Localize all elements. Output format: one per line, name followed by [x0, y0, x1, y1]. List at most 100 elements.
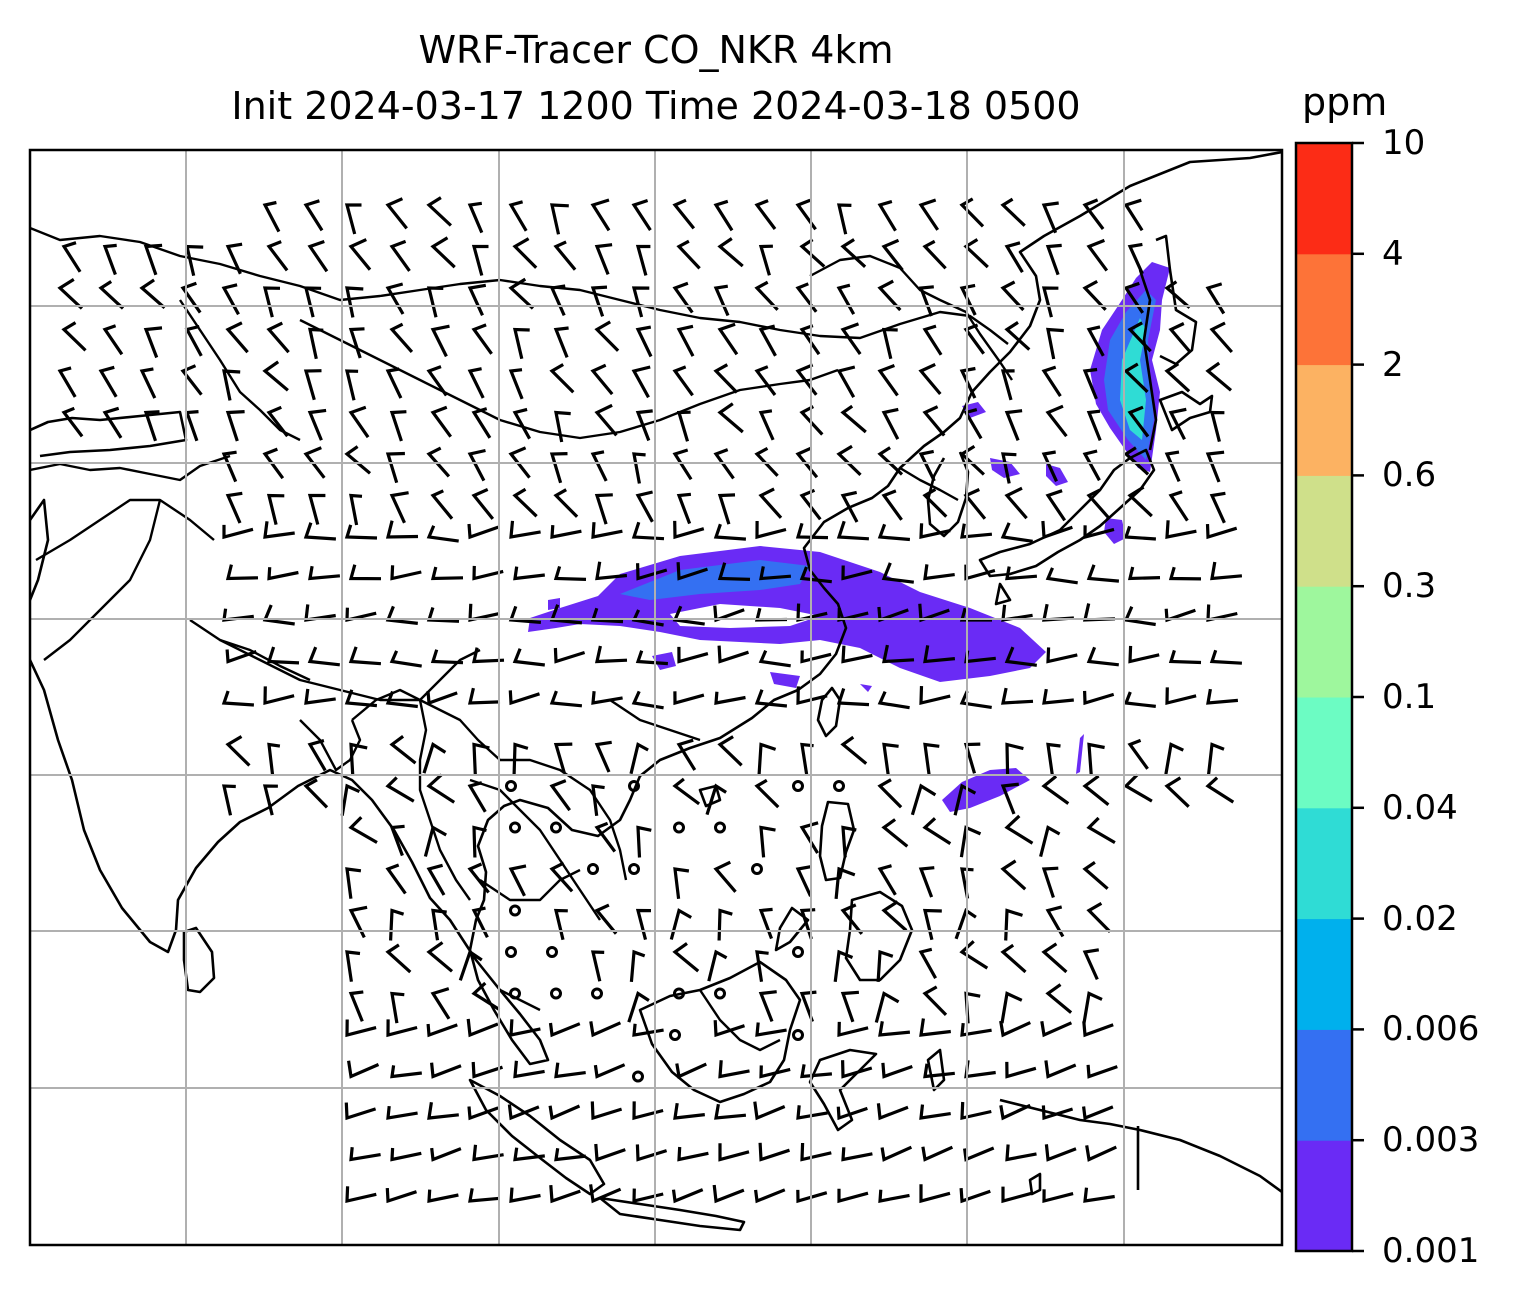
- wind-barb: [1041, 286, 1059, 318]
- wind-barb: [553, 647, 586, 664]
- wind-barb: [348, 905, 368, 939]
- wind-barb: [102, 324, 124, 356]
- wind-barb: [960, 1101, 992, 1121]
- wind-barb: [758, 244, 773, 276]
- wind-barb: [635, 650, 669, 666]
- wind-barb: [837, 1021, 869, 1038]
- colorbar-tick-label: 0.1: [1382, 677, 1437, 717]
- calm-wind-circle: [792, 946, 804, 958]
- wind-barb: [714, 1103, 747, 1120]
- wind-barb: [676, 562, 709, 581]
- wind-barb: [590, 198, 611, 232]
- wind-barb: [471, 1061, 503, 1079]
- wind-barb: [472, 742, 490, 775]
- wind-barb: [882, 742, 899, 775]
- calm-wind-circle: [714, 987, 726, 1000]
- calm-wind-circle: [509, 821, 521, 834]
- wind-barb: [632, 1101, 664, 1121]
- wind-barb: [629, 742, 649, 775]
- wind-barb: [1209, 649, 1242, 665]
- wind-barb: [221, 450, 238, 483]
- wind-barb: [1205, 776, 1235, 804]
- wind-barb: [631, 521, 665, 541]
- wind-barb: [714, 691, 746, 705]
- wind-barb: [1123, 525, 1157, 541]
- calm-wind-circle: [673, 821, 685, 834]
- border-himalaya: [189, 619, 481, 702]
- wind-barb: [1046, 327, 1064, 360]
- wind-barb: [959, 940, 989, 970]
- wind-barb: [307, 493, 326, 525]
- wind-barb: [713, 284, 730, 317]
- wind-barb: [1164, 776, 1190, 808]
- wind-barb: [303, 446, 326, 479]
- wind-barb: [629, 949, 646, 983]
- wind-barb: [1127, 242, 1144, 275]
- wind-barb: [594, 403, 618, 437]
- wind-barb: [635, 908, 652, 940]
- wind-barb: [1164, 742, 1184, 775]
- border-borneo: [699, 989, 781, 1052]
- wind-barb: [922, 817, 952, 845]
- wind-barb: [590, 363, 614, 396]
- wind-barb: [754, 446, 779, 477]
- coast-sakhalin: [1138, 269, 1158, 451]
- wind-barb: [759, 1065, 791, 1079]
- wind-barb: [549, 284, 566, 317]
- wind-barb: [262, 604, 295, 626]
- wind-barb: [836, 520, 869, 541]
- wind-barb: [426, 196, 452, 227]
- wind-barb: [635, 409, 653, 442]
- wind-barb: [677, 1146, 709, 1162]
- calm-wind-circle: [833, 780, 845, 792]
- wind-barb: [1039, 825, 1061, 857]
- wind-barb: [344, 524, 378, 540]
- wind-barb: [262, 200, 281, 233]
- calm-wind-circle: [792, 780, 804, 792]
- colorbar-tick-label: 2: [1382, 344, 1404, 385]
- wind-barb: [225, 649, 257, 664]
- plume-east-streak: [1076, 734, 1084, 774]
- wind-barb: [471, 647, 505, 664]
- wind-barb: [758, 907, 773, 940]
- wind-barb: [593, 1063, 626, 1079]
- wind-barb: [1082, 198, 1105, 230]
- wind-barb: [426, 941, 454, 973]
- wind-barb: [910, 783, 937, 816]
- wind-barb: [877, 364, 899, 397]
- wind-barb: [1000, 859, 1027, 891]
- coast-srilanka: [182, 926, 216, 994]
- wind-barb: [340, 783, 361, 816]
- wind-barb: [758, 487, 783, 519]
- wind-barb: [385, 282, 405, 315]
- wind-barb: [713, 1020, 745, 1038]
- wind-barb: [512, 648, 545, 667]
- wind-barb: [672, 198, 696, 230]
- wind-barb: [717, 908, 733, 941]
- wind-barb: [389, 491, 409, 524]
- wind-barb: [263, 521, 295, 539]
- wind-barb: [1127, 485, 1153, 518]
- wind-barb: [512, 742, 529, 775]
- calm-wind-circle: [509, 987, 521, 1000]
- wind-barb: [590, 950, 605, 982]
- gridlines: [30, 150, 1282, 1245]
- wind-barb: [1041, 201, 1059, 234]
- coast-sumatra: [468, 1078, 606, 1196]
- wind-barb: [262, 286, 281, 318]
- wind-barb: [385, 690, 418, 709]
- wind-barb: [841, 825, 857, 858]
- wind-barb: [390, 991, 405, 1024]
- wind-barb: [426, 286, 444, 318]
- wind-barb: [390, 1065, 422, 1079]
- wind-barb: [348, 990, 364, 1022]
- wind-barb: [705, 783, 727, 816]
- wind-barb: [841, 1147, 873, 1162]
- wind-barb: [1082, 367, 1098, 400]
- wind-barb: [754, 1188, 786, 1204]
- coast-okhotsk: [1155, 234, 1198, 366]
- wind-barb: [800, 742, 814, 775]
- wind-barb: [1164, 450, 1181, 483]
- wind-barb: [717, 402, 744, 434]
- wind-barb: [878, 1189, 910, 1203]
